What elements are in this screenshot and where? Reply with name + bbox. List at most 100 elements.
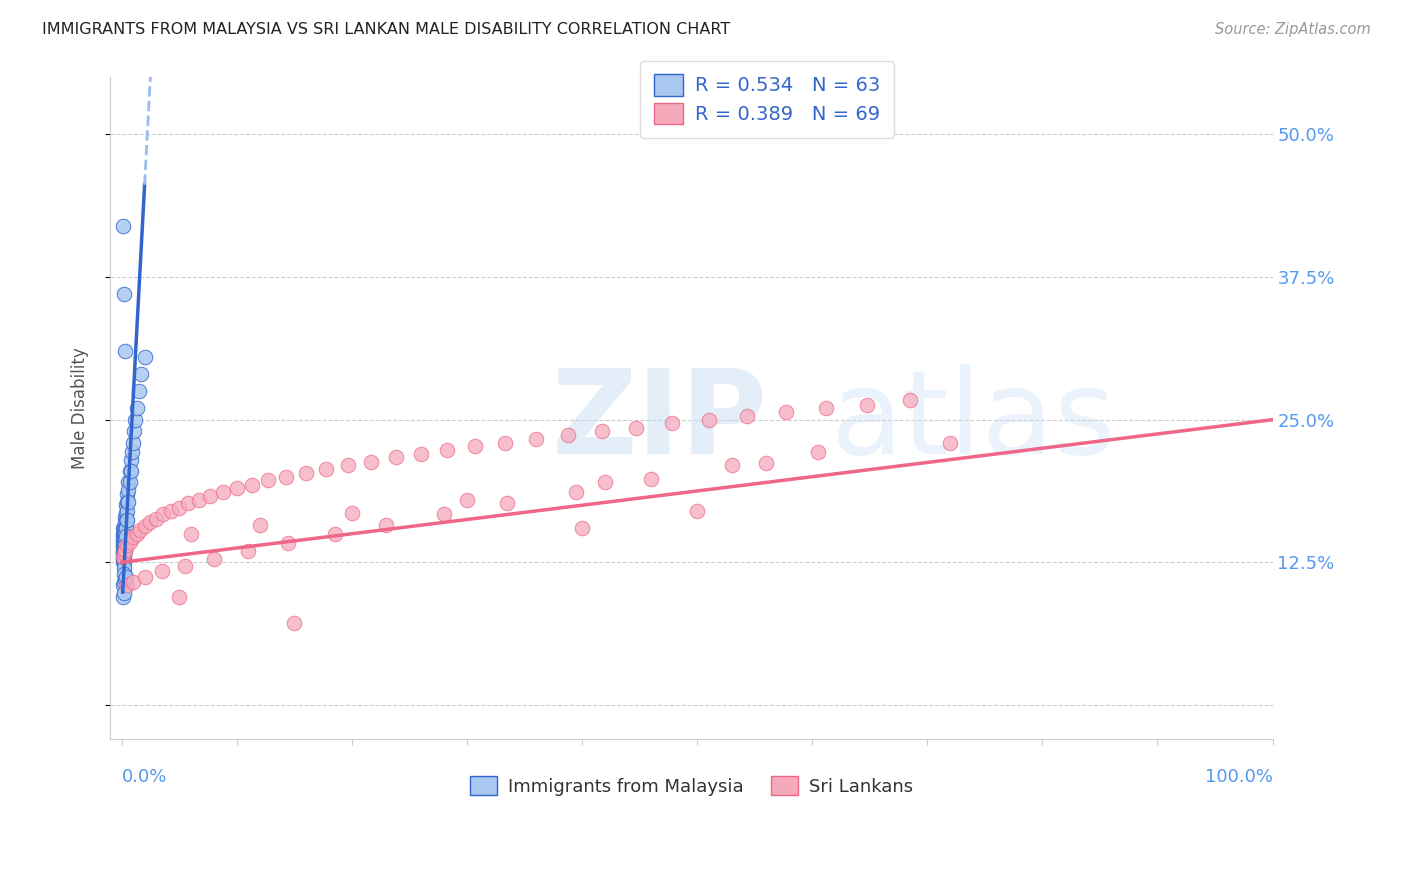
Point [115,529,138,543]
Point [277,536,299,550]
Point [115,513,138,527]
Point [112,524,135,539]
Point [111,552,134,566]
Point [117,578,139,592]
Point [117,475,139,490]
Point [433,508,456,522]
Point [114,521,136,535]
Point [112,529,135,543]
Point [117,483,139,498]
Point [112,566,135,581]
Point [112,541,135,555]
Point [591,424,613,438]
Point [340,506,363,520]
Point [409,447,432,461]
Point [565,484,588,499]
Point [524,432,547,446]
Point [111,521,134,535]
Point [720,458,742,473]
Point [122,424,145,438]
Point [111,538,134,552]
Point [111,534,134,549]
Point [436,443,458,458]
Point [112,546,135,560]
Point [225,481,247,495]
Point [775,405,797,419]
Point [111,578,134,592]
Point [807,444,830,458]
Point [187,492,209,507]
Point [898,393,921,408]
Point [111,549,134,564]
Point [124,412,146,426]
Point [697,412,720,426]
Point [167,590,190,604]
Point [114,542,136,557]
Point [118,475,141,490]
Point [122,530,145,544]
Point [120,464,142,478]
Point [111,541,134,555]
Point [200,489,222,503]
Point [112,287,135,301]
Point [112,574,135,589]
Point [496,496,519,510]
Point [114,516,136,530]
Point [283,615,305,630]
Point [167,500,190,515]
Point [121,444,143,458]
Point [640,472,662,486]
Point [114,573,136,587]
Point [755,456,778,470]
Point [125,526,148,541]
Point [115,521,138,535]
Point [150,565,173,579]
Point [111,546,134,560]
Point [661,416,683,430]
Point [139,516,162,530]
Point [112,586,135,600]
Point [134,518,156,533]
Point [212,484,235,499]
Point [571,521,593,535]
Point [939,435,962,450]
Point [117,504,139,518]
Point [557,427,579,442]
Point [294,467,316,481]
Point [117,513,139,527]
Point [134,350,156,364]
Point [129,524,152,538]
Point [112,555,135,569]
Point [115,570,138,584]
Point [375,517,398,532]
Point [134,570,156,584]
Point [117,538,139,552]
Point [114,509,136,524]
Text: 0.0%: 0.0% [121,768,167,786]
Point [111,544,134,558]
Point [494,435,516,450]
Point [122,435,145,450]
Point [593,475,616,490]
Point [112,544,135,558]
Point [238,544,260,558]
Point [337,458,360,473]
Point [111,219,134,233]
Point [117,495,139,509]
Point [111,590,134,604]
Y-axis label: Male Disability: Male Disability [72,347,89,469]
Point [122,574,145,589]
Text: atlas: atlas [831,364,1116,479]
Point [112,549,135,564]
Point [112,533,135,547]
Point [384,450,406,465]
Point [464,439,486,453]
Point [112,536,135,550]
Point [120,452,142,467]
Legend: Immigrants from Malaysia, Sri Lankans: Immigrants from Malaysia, Sri Lankans [463,769,920,803]
Point [814,401,837,416]
Point [276,469,298,483]
Point [117,495,139,509]
Point [249,517,271,532]
Point [111,555,134,569]
